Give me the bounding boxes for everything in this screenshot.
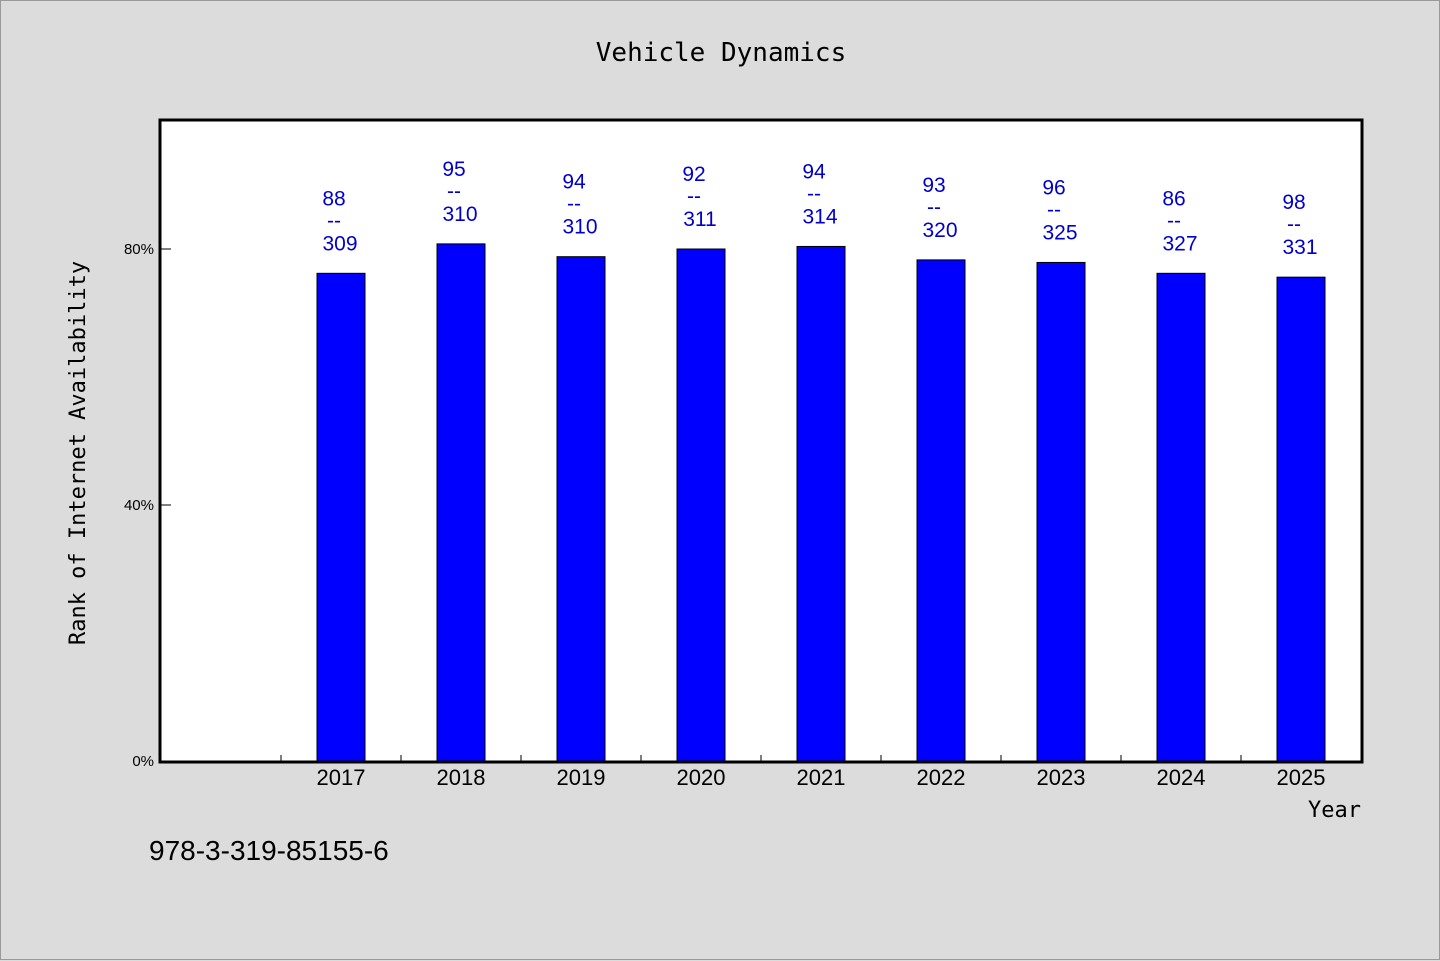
bar-2025 bbox=[1276, 276, 1326, 762]
x-tick-label-2022: 2022 bbox=[917, 765, 966, 790]
bar-2022 bbox=[916, 259, 966, 762]
x-axis-label: Year bbox=[1308, 798, 1361, 823]
data-label-top: 94 bbox=[562, 171, 586, 194]
bar-2018 bbox=[436, 243, 486, 762]
data-label-top: 86 bbox=[1162, 187, 1185, 210]
data-label-bottom: 311 bbox=[683, 208, 716, 231]
data-label-separator: -- bbox=[1047, 198, 1061, 221]
data-label-top: 93 bbox=[922, 174, 945, 197]
data-label-top: 95 bbox=[442, 158, 465, 181]
data-label-bottom: 309 bbox=[322, 232, 357, 255]
x-tick-label-2021: 2021 bbox=[797, 765, 846, 790]
data-label-bottom: 320 bbox=[922, 219, 957, 242]
data-label-bottom: 314 bbox=[802, 205, 837, 228]
y-tick-label: 0% bbox=[132, 753, 154, 770]
isbn-text: 978-3-319-85155-6 bbox=[149, 835, 389, 866]
data-label-top: 98 bbox=[1282, 191, 1305, 214]
x-tick-label-2018: 2018 bbox=[437, 765, 486, 790]
data-label-bottom: 325 bbox=[1042, 221, 1077, 244]
data-label-top: 92 bbox=[682, 163, 705, 186]
x-tick-label-2024: 2024 bbox=[1157, 765, 1206, 790]
x-tick-label-2019: 2019 bbox=[557, 765, 606, 790]
data-label-separator: -- bbox=[807, 182, 821, 205]
bar-group bbox=[316, 243, 1326, 762]
x-tick-label-2023: 2023 bbox=[1037, 765, 1086, 790]
bar-2020 bbox=[676, 248, 726, 762]
bar-2023 bbox=[1036, 261, 1086, 762]
y-tick-label: 80% bbox=[124, 241, 154, 258]
data-label-bottom: 310 bbox=[442, 203, 477, 226]
bar-2019 bbox=[556, 256, 606, 762]
data-label-top: 88 bbox=[322, 187, 345, 210]
x-tick-label-2020: 2020 bbox=[677, 765, 726, 790]
bar-2017 bbox=[316, 272, 366, 762]
data-label-separator: -- bbox=[567, 193, 581, 216]
x-tick-label-2025: 2025 bbox=[1277, 765, 1326, 790]
data-label-separator: -- bbox=[1287, 213, 1301, 236]
y-tick-label: 40% bbox=[124, 497, 154, 514]
x-tick-label-2017: 2017 bbox=[317, 765, 366, 790]
plot-border bbox=[158, 118, 1364, 764]
data-label-separator: -- bbox=[687, 185, 701, 208]
tick-group: 2017 2018 2019 2020 2021 2022 2023 2024 2025 0% 40… bbox=[124, 241, 1326, 790]
data-label-group: 88--30995--31094--31092--31194--31493--3… bbox=[322, 158, 1317, 259]
data-label-separator: -- bbox=[327, 209, 341, 232]
bar-2024 bbox=[1156, 272, 1206, 762]
data-label-separator: -- bbox=[447, 180, 461, 203]
data-label-top: 94 bbox=[802, 160, 826, 183]
data-label-bottom: 331 bbox=[1282, 236, 1317, 259]
data-label-separator: -- bbox=[1167, 209, 1181, 232]
bar-2021 bbox=[796, 245, 846, 762]
data-label-separator: -- bbox=[927, 196, 941, 219]
y-axis-label: Rank of Internet Availability bbox=[66, 261, 91, 645]
data-label-bottom: 327 bbox=[1162, 232, 1197, 255]
data-label-top: 96 bbox=[1042, 176, 1065, 199]
data-label-bottom: 310 bbox=[562, 216, 597, 239]
chart-title: Vehicle Dynamics bbox=[596, 38, 846, 68]
